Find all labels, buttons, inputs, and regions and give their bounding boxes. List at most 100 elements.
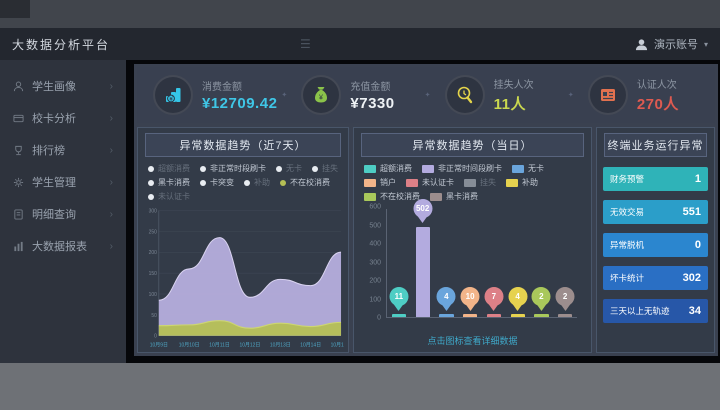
legend-dot-icon — [276, 165, 282, 172]
legend-swatch-icon — [464, 178, 476, 187]
bar-补助[interactable]: 4 — [506, 209, 530, 317]
bar-value-balloon: 4 — [508, 286, 528, 306]
bar-chart-title: 异常数据趋势（当日） — [361, 133, 584, 157]
terminal-row-finance-alert[interactable]: 财务预警 1 — [603, 167, 708, 191]
area-chart-title: 异常数据趋势（近7天） — [145, 133, 341, 157]
bar-value-balloon: 2 — [555, 286, 575, 306]
terminal-row-no-activity[interactable]: 三天以上无轨迹 34 — [603, 299, 708, 323]
legend-item[interactable]: 未认证卡 — [406, 177, 454, 188]
report-loss-icon — [444, 75, 485, 115]
legend-swatch-icon — [506, 178, 518, 187]
kpi-consumption[interactable]: ¥ 消费金额 ¥12709.42 — [137, 75, 285, 115]
bar-未认证卡[interactable]: 7 — [482, 209, 506, 317]
legend-item[interactable]: 非正常时间段刷卡 — [422, 163, 502, 174]
kpi-loss-report[interactable]: 挂失人次 11人 — [429, 75, 572, 115]
svg-text:150: 150 — [149, 271, 157, 277]
legend-item[interactable]: 挂失 — [464, 177, 496, 188]
dashboard-frame: ¥ 消费金额 ¥12709.42 ¥ 充值金额 ¥7330 — [126, 60, 720, 363]
sidebar-item-label: 排行榜 — [32, 145, 65, 157]
bar-value-balloon: 2 — [531, 286, 551, 306]
legend-item[interactable]: 超额消费 — [364, 163, 412, 174]
chevron-down-icon: ▾ — [703, 39, 708, 49]
area-chart-legend: 超额消费 非正常时段刷卡 无卡 挂失黑卡消费 卡突变 补助 不在校消费未认证卡 — [138, 160, 348, 205]
terminal-row-invalid-transactions[interactable]: 无效交易 551 — [603, 200, 708, 224]
legend-dot-icon — [244, 179, 250, 186]
kpi-label: 消费金额 — [202, 82, 242, 93]
legend-dot-icon — [148, 165, 154, 172]
bar-value-balloon: 10 — [460, 286, 480, 306]
bar-无卡[interactable]: 4 — [435, 209, 459, 317]
legend-dot-icon — [200, 179, 206, 186]
chevron-right-icon: › — [109, 80, 113, 92]
bar-超额消费[interactable]: 11 — [387, 209, 411, 317]
gear-icon — [13, 177, 24, 187]
legend-dot-icon — [280, 179, 286, 186]
svg-text:10月11日: 10月11日 — [209, 341, 230, 348]
sidebar-item-ranking[interactable]: 排行榜 › — [0, 134, 126, 166]
svg-text:200: 200 — [149, 250, 157, 256]
bar-非正常时间段刷卡[interactable]: 502 — [411, 198, 435, 317]
kpi-value: 270人 — [636, 96, 679, 113]
terminal-row-bad-cards[interactable]: 坏卡统计 302 — [603, 266, 708, 290]
legend-dot-icon — [312, 165, 318, 172]
legend-item[interactable]: 超额消费 — [148, 163, 190, 174]
sidebar-item-detail-query[interactable]: 明细查询 › — [0, 198, 126, 230]
chevron-right-icon: › — [109, 112, 113, 124]
svg-text:50: 50 — [151, 313, 157, 319]
svg-text:¥: ¥ — [319, 95, 323, 102]
legend-item[interactable]: 不在校消费 — [364, 191, 420, 202]
outer-corner-patch — [0, 0, 30, 18]
legend-swatch-icon — [422, 164, 434, 173]
sidebar-item-card-analysis[interactable]: 校卡分析 › — [0, 102, 126, 134]
legend-item[interactable]: 不在校消费 — [280, 177, 330, 188]
bar-chart-tip-link[interactable]: 点击图标查看详细数据 — [427, 336, 518, 346]
svg-text:10月10日: 10月10日 — [179, 341, 200, 348]
legend-item[interactable]: 卡突变 — [200, 177, 234, 188]
bar-销户[interactable]: 10 — [458, 209, 482, 317]
menu-toggle-icon[interactable]: ☰ — [300, 37, 311, 51]
legend-item[interactable]: 无卡 — [276, 163, 302, 174]
bar-chart[interactable]: 0 100 200 300 400 500 600 11 502 4 10 7 4 2 2 — [364, 198, 581, 332]
bar-不在校消费[interactable]: 2 — [530, 209, 554, 317]
card-icon — [13, 114, 24, 122]
bar-value-balloon: 11 — [389, 286, 409, 306]
legend-item[interactable]: 无卡 — [512, 163, 544, 174]
svg-text:10月9日: 10月9日 — [150, 341, 168, 348]
area-chart-panel: 异常数据趋势（近7天） 超额消费 非正常时段刷卡 无卡 挂失黑卡消费 卡突变 补助 不在校消… — [137, 127, 349, 353]
bar-chart-panel: 异常数据趋势（当日） 超额消费 非正常时间段刷卡 无卡销户 未认证卡 挂失 补助不在校消费… — [353, 127, 592, 353]
dashboard: ¥ 消费金额 ¥12709.42 ¥ 充值金额 ¥7330 — [134, 64, 718, 356]
user-menu[interactable]: 演示账号 ▾ — [635, 36, 708, 52]
legend-swatch-icon — [364, 164, 376, 173]
chevron-right-icon: › — [109, 240, 113, 252]
chevron-right-icon: › — [109, 176, 113, 188]
kpi-authentication[interactable]: 认证人次 270人 — [572, 75, 715, 115]
legend-item[interactable]: 黑卡消费 — [148, 177, 190, 188]
bar-黑卡消费[interactable]: 2 — [553, 209, 577, 317]
kpi-label: 认证人次 — [636, 80, 677, 91]
app-title: 大数据分析平台 — [12, 37, 111, 52]
sidebar-item-student-portrait[interactable]: 学生画像 › — [0, 70, 126, 102]
legend-item[interactable]: 未认证卡 — [148, 191, 190, 202]
area-chart[interactable]: 0 50 100 150 200 250 300 10月9日 10月10日 10月11日 10月12… — [138, 205, 348, 352]
coins-icon: ¥ — [153, 75, 193, 115]
sidebar-item-bigdata-report[interactable]: 大数据报表 › — [0, 230, 126, 262]
bar-chart-plot: 11 502 4 10 7 4 2 2 — [386, 198, 577, 318]
kpi-value: ¥7330 — [350, 95, 395, 112]
legend-item[interactable]: 销户 — [364, 177, 396, 188]
legend-dot-icon — [148, 179, 154, 186]
terminal-row-abnormal-offline[interactable]: 异常脱机 0 — [603, 233, 708, 257]
legend-item[interactable]: 非正常时段刷卡 — [200, 163, 266, 174]
kpi-label: 挂失人次 — [493, 80, 534, 91]
user-icon — [635, 38, 648, 50]
legend-item[interactable]: 黑卡消费 — [430, 191, 478, 202]
bar-chart-legend: 超额消费 非正常时间段刷卡 无卡销户 未认证卡 挂失 补助不在校消费 黑卡消费 — [354, 160, 591, 205]
legend-item[interactable]: 补助 — [244, 177, 270, 188]
sidebar-item-student-management[interactable]: 学生管理 › — [0, 166, 126, 198]
kpi-value: ¥12709.42 — [202, 95, 278, 112]
legend-item[interactable]: 挂失 — [312, 163, 338, 174]
legend-item[interactable]: 补助 — [506, 177, 538, 188]
svg-text:250: 250 — [149, 229, 157, 235]
legend-swatch-icon — [512, 164, 524, 173]
kpi-recharge[interactable]: ¥ 充值金额 ¥7330 — [285, 75, 428, 115]
outer-bottom-strip — [0, 363, 720, 410]
